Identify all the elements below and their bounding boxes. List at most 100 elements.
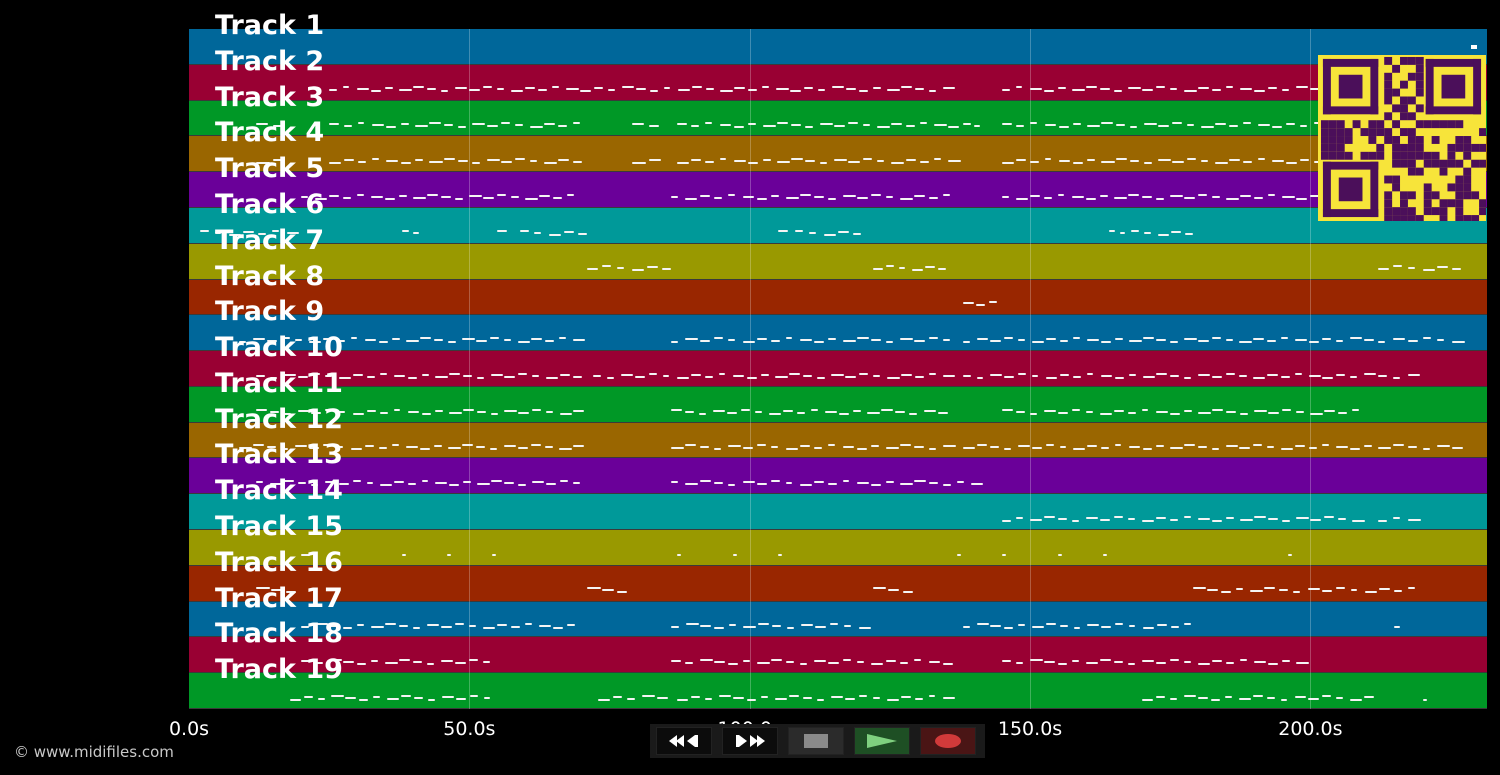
qr-module — [1384, 72, 1393, 81]
note — [338, 410, 346, 413]
note — [371, 660, 379, 663]
qr-module — [1407, 72, 1416, 81]
note — [415, 158, 424, 161]
note — [1115, 124, 1126, 127]
note — [1225, 372, 1235, 375]
note — [559, 448, 572, 451]
qr-module — [1400, 112, 1408, 121]
note — [592, 374, 602, 377]
track-lane[interactable] — [189, 386, 1487, 423]
qr-module — [1344, 136, 1353, 144]
note — [814, 660, 827, 663]
note — [352, 373, 363, 376]
record-button[interactable] — [920, 727, 976, 755]
qr-module — [1415, 143, 1424, 152]
track-lane[interactable] — [189, 673, 1487, 709]
note — [705, 88, 714, 91]
note — [842, 446, 855, 449]
qr-module — [1368, 120, 1377, 129]
note — [1044, 409, 1057, 412]
qr-module — [1376, 151, 1385, 160]
note — [887, 589, 900, 592]
track-label: Track 16 — [215, 546, 343, 578]
track-lane[interactable] — [189, 351, 1487, 387]
note — [463, 374, 473, 377]
track-lane[interactable] — [189, 422, 1487, 459]
note — [429, 122, 441, 125]
note — [1045, 337, 1056, 340]
note — [1294, 445, 1306, 448]
track-lane[interactable] — [189, 494, 1487, 531]
note — [842, 339, 857, 342]
track-lane[interactable] — [189, 29, 1487, 65]
track-lane[interactable] — [189, 530, 1487, 566]
note — [676, 123, 687, 126]
note — [511, 626, 520, 629]
track-lane[interactable] — [189, 279, 1487, 316]
track-lane[interactable] — [189, 207, 1487, 244]
note — [919, 122, 927, 125]
note — [756, 197, 767, 200]
qr-module — [1328, 136, 1337, 144]
track-lane[interactable] — [189, 136, 1487, 173]
note — [699, 659, 713, 662]
qr-module — [1415, 80, 1424, 89]
note — [714, 196, 723, 199]
note — [1310, 194, 1319, 197]
track-lane[interactable] — [189, 243, 1487, 280]
note — [329, 625, 340, 628]
note — [429, 160, 443, 163]
track-lane[interactable] — [189, 601, 1487, 638]
fast-forward-button[interactable] — [722, 727, 778, 755]
qr-module — [1400, 159, 1408, 168]
note — [578, 232, 587, 235]
track-lane[interactable] — [189, 565, 1487, 602]
note — [616, 591, 627, 594]
note — [676, 553, 682, 556]
note — [719, 90, 734, 93]
note — [885, 340, 894, 343]
note — [1296, 662, 1310, 665]
track-lane[interactable] — [189, 458, 1487, 495]
note — [525, 623, 532, 626]
note — [496, 88, 504, 91]
note — [785, 482, 793, 485]
note — [1379, 588, 1390, 591]
note — [283, 412, 291, 415]
qr-module — [1376, 128, 1385, 137]
note — [886, 265, 894, 268]
note — [371, 195, 383, 198]
track-lane[interactable] — [189, 315, 1487, 352]
qr-module — [1415, 64, 1424, 73]
qr-module — [1479, 143, 1487, 152]
note — [1142, 627, 1155, 630]
note — [756, 337, 768, 340]
note — [200, 229, 209, 232]
play-button[interactable] — [854, 727, 910, 755]
qr-module — [1463, 175, 1472, 184]
note — [912, 269, 924, 272]
note — [915, 697, 924, 700]
qr-module — [1384, 136, 1393, 144]
note — [1264, 587, 1276, 590]
piano-roll[interactable] — [189, 29, 1487, 709]
note — [1280, 336, 1288, 339]
stop-button[interactable] — [788, 727, 844, 755]
track-lane[interactable] — [189, 100, 1487, 137]
track-lane[interactable] — [189, 637, 1487, 674]
note — [756, 483, 768, 486]
note — [671, 408, 682, 411]
note — [814, 447, 823, 450]
note — [1101, 626, 1112, 629]
note — [844, 625, 851, 628]
qr-module — [1384, 215, 1393, 223]
note — [1156, 338, 1166, 341]
note — [650, 90, 659, 93]
note — [435, 482, 447, 485]
rewind-button[interactable] — [656, 727, 712, 755]
note — [482, 86, 492, 89]
note — [962, 447, 975, 450]
track-lane[interactable] — [189, 64, 1487, 101]
track-lane[interactable] — [189, 172, 1487, 208]
note — [573, 338, 586, 341]
